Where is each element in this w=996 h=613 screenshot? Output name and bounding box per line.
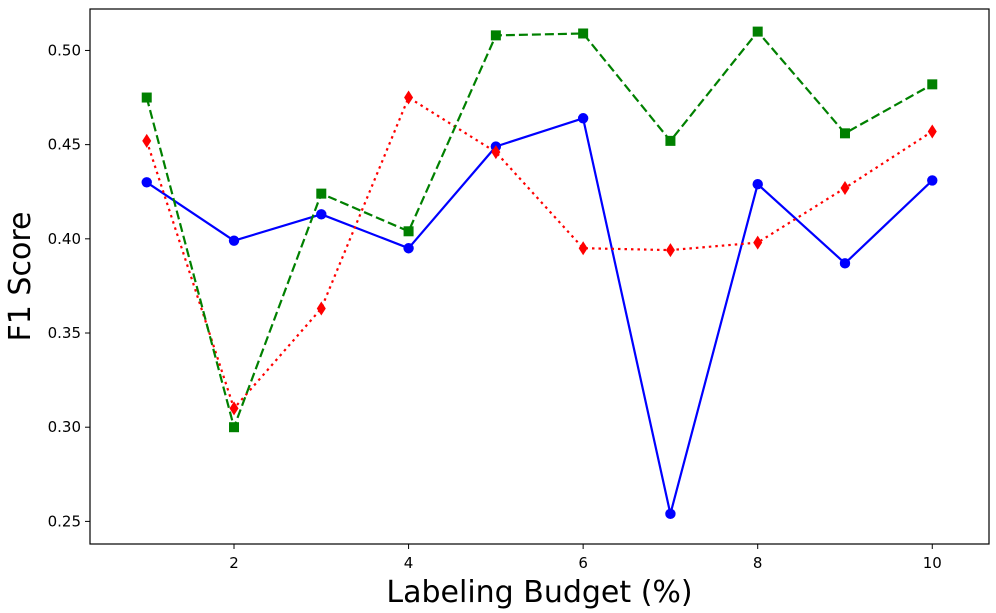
series-3-point: [403, 226, 414, 237]
x-tick-label: 6: [578, 554, 588, 572]
series-3-point: [229, 422, 240, 433]
y-tick-label: 0.45: [48, 136, 81, 154]
series-2-point: [927, 124, 937, 139]
series-3-line: [145, 30, 933, 429]
plot-frame: [89, 8, 990, 545]
series-3-point: [839, 128, 850, 139]
x-tick-label: 2: [229, 554, 239, 572]
y-tick-label: 0.30: [48, 418, 81, 436]
y-axis-title: F1 Score: [3, 212, 38, 342]
y-tick-label: 0.25: [48, 512, 81, 530]
series-2-point: [665, 243, 675, 258]
series-1-point: [228, 235, 240, 246]
x-tick-label: 8: [753, 554, 763, 572]
series-1-point: [141, 177, 152, 188]
series-2-point: [142, 133, 152, 148]
series-2-point: [316, 301, 326, 316]
series-1-point: [577, 113, 589, 124]
series-1-point: [927, 175, 938, 186]
series-2-point: [578, 241, 588, 256]
series-1-point: [752, 178, 763, 190]
series-3-point: [752, 26, 763, 37]
series-3-point: [316, 188, 327, 199]
series-3-point: [578, 28, 589, 39]
x-axis-title: Labeling Budget (%): [386, 575, 692, 610]
y-tick-label: 0.50: [48, 41, 81, 59]
series-2-point: [491, 145, 501, 160]
series-3-point: [665, 135, 676, 146]
series-2-point: [840, 180, 850, 195]
series-1-point: [316, 209, 327, 220]
series-2-point: [404, 90, 414, 105]
series-3-point: [141, 92, 152, 103]
x-tick-label: 10: [923, 554, 942, 572]
axis-layer: 2 4 6 8 10 0.25 0.30 0.35 0.40 0.45 0.50: [48, 41, 942, 572]
series-1-point: [403, 243, 414, 254]
series-3-point: [927, 79, 938, 90]
series-2-point: [229, 401, 239, 416]
series-layer: [141, 26, 938, 520]
series-1-line: [146, 117, 934, 516]
x-tick-label: 4: [404, 554, 414, 572]
plot-area: [90, 9, 989, 544]
series-3-point: [490, 30, 501, 41]
y-tick-label: 0.40: [48, 230, 81, 248]
series-2-point: [753, 235, 763, 250]
series-1-point: [839, 258, 851, 269]
series-1-point: [665, 508, 676, 520]
y-tick-label: 0.35: [48, 324, 81, 342]
